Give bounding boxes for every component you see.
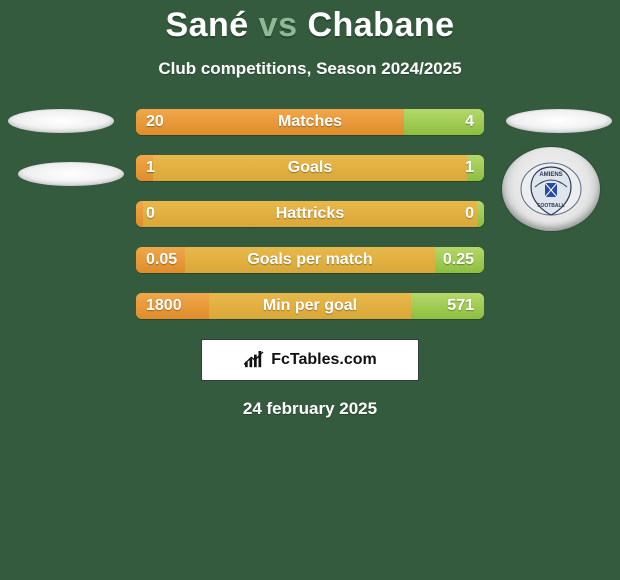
player2-club-logo-placeholder [506, 109, 612, 133]
date-text: 24 february 2025 [0, 399, 620, 419]
stat-row: Min per goal1800 571 [136, 293, 484, 319]
stat-right-value: 1 [465, 155, 474, 181]
stat-left-value: 0.05 [146, 247, 177, 273]
vs-text: vs [259, 6, 298, 44]
player2-club-badge: AMIENS FOOTBALL [502, 147, 600, 231]
stat-left-value: 20 [146, 109, 164, 135]
stat-left-value: 1 [146, 155, 155, 181]
stat-label: Hattricks [136, 201, 484, 227]
player1-name: Sané [165, 6, 248, 44]
stat-row: Hattricks0 0 [136, 201, 484, 227]
stat-left-value: 0 [146, 201, 155, 227]
stat-right-value: 0 [465, 201, 474, 227]
stat-label: Goals per match [136, 247, 484, 273]
subtitle: Club competitions, Season 2024/2025 [0, 59, 620, 79]
player1-nation-logo-placeholder [18, 162, 124, 186]
stat-row: Goals per match0.05 0.25 [136, 247, 484, 273]
brand-text: FcTables.com [271, 351, 377, 369]
brand-icon [243, 351, 265, 369]
badge-text: AMIENS [539, 172, 562, 178]
stat-label: Goals [136, 155, 484, 181]
stat-left-value: 1800 [146, 293, 182, 319]
stat-label: Min per goal [136, 293, 484, 319]
player2-name: Chabane [307, 6, 454, 44]
stat-right-value: 4 [465, 109, 474, 135]
stat-row: Goals1 1 [136, 155, 484, 181]
stat-label: Matches [136, 109, 484, 135]
stat-right-value: 0.25 [443, 247, 474, 273]
comparison-panel: AMIENS FOOTBALL Matches20 4 Goals1 1 Hattric… [0, 109, 620, 419]
player1-club-logo-placeholder [8, 109, 114, 133]
page-title: Sané vs Chabane [0, 0, 620, 45]
stat-bars: Matches20 4 Goals1 1 Hattricks0 0 Goals per ma… [136, 109, 484, 319]
stat-row: Matches20 4 [136, 109, 484, 135]
svg-text:FOOTBALL: FOOTBALL [537, 203, 564, 209]
brand-box[interactable]: FcTables.com [201, 339, 419, 381]
stat-right-value: 571 [447, 293, 474, 319]
